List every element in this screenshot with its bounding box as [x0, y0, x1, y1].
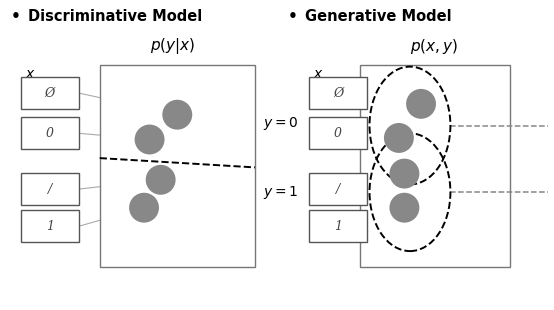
- Text: 0: 0: [46, 127, 54, 140]
- FancyBboxPatch shape: [309, 210, 367, 242]
- Text: 1: 1: [334, 220, 342, 233]
- FancyBboxPatch shape: [100, 65, 255, 267]
- Text: /: /: [336, 183, 340, 196]
- Text: •: •: [11, 9, 21, 24]
- Ellipse shape: [389, 159, 419, 188]
- Ellipse shape: [406, 89, 436, 119]
- FancyBboxPatch shape: [21, 173, 79, 205]
- FancyBboxPatch shape: [360, 65, 510, 267]
- FancyBboxPatch shape: [21, 77, 79, 109]
- Text: Generative Model: Generative Model: [305, 9, 452, 24]
- Ellipse shape: [162, 100, 192, 130]
- Ellipse shape: [389, 193, 419, 223]
- Text: $y = 1$: $y = 1$: [263, 184, 299, 201]
- Text: $y = 0$: $y = 0$: [263, 116, 299, 132]
- FancyBboxPatch shape: [309, 117, 367, 149]
- Ellipse shape: [384, 123, 414, 153]
- Text: $x$: $x$: [313, 67, 324, 82]
- Ellipse shape: [135, 125, 165, 154]
- Text: $p(x, y)$: $p(x, y)$: [410, 37, 458, 56]
- FancyBboxPatch shape: [21, 117, 79, 149]
- Text: 1: 1: [46, 220, 54, 233]
- Text: 0: 0: [334, 127, 342, 140]
- FancyBboxPatch shape: [309, 77, 367, 109]
- FancyBboxPatch shape: [21, 210, 79, 242]
- FancyBboxPatch shape: [309, 173, 367, 205]
- Text: /: /: [48, 183, 52, 196]
- Text: •: •: [288, 9, 298, 24]
- Ellipse shape: [146, 165, 176, 195]
- Ellipse shape: [129, 193, 159, 223]
- Text: $p(y|x)$: $p(y|x)$: [150, 37, 195, 56]
- Text: Ø: Ø: [45, 86, 55, 100]
- Text: Discriminative Model: Discriminative Model: [28, 9, 202, 24]
- Text: $x$: $x$: [25, 67, 35, 82]
- Text: Ø: Ø: [333, 86, 343, 100]
